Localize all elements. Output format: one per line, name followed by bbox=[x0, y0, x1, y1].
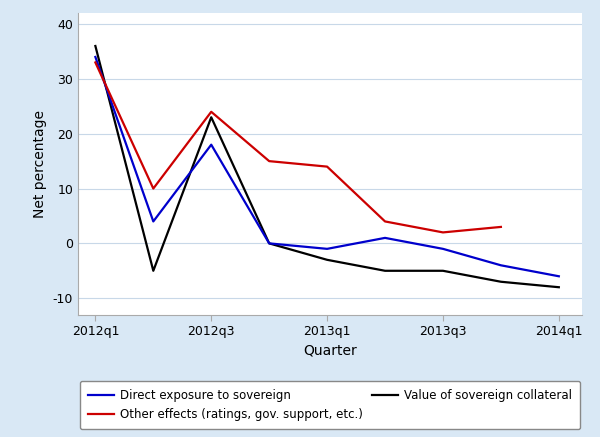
Value of sovereign collateral bbox=[497, 279, 505, 284]
Other effects (ratings, gov. support, etc.) bbox=[266, 159, 273, 164]
Line: Value of sovereign collateral: Value of sovereign collateral bbox=[95, 46, 559, 287]
Other effects (ratings, gov. support, etc.) bbox=[92, 60, 99, 65]
Value of sovereign collateral bbox=[150, 268, 157, 274]
Direct exposure to sovereign bbox=[323, 246, 331, 251]
X-axis label: Quarter: Quarter bbox=[303, 343, 357, 357]
Other effects (ratings, gov. support, etc.) bbox=[382, 219, 389, 224]
Other effects (ratings, gov. support, etc.) bbox=[323, 164, 331, 169]
Other effects (ratings, gov. support, etc.) bbox=[439, 230, 446, 235]
Direct exposure to sovereign bbox=[439, 246, 446, 251]
Line: Other effects (ratings, gov. support, etc.): Other effects (ratings, gov. support, et… bbox=[95, 62, 501, 232]
Legend: Direct exposure to sovereign, Other effects (ratings, gov. support, etc.), Value: Direct exposure to sovereign, Other effe… bbox=[80, 381, 580, 429]
Other effects (ratings, gov. support, etc.) bbox=[497, 224, 505, 229]
Value of sovereign collateral bbox=[208, 114, 215, 120]
Value of sovereign collateral bbox=[323, 257, 331, 263]
Direct exposure to sovereign bbox=[555, 274, 562, 279]
Direct exposure to sovereign bbox=[92, 54, 99, 59]
Direct exposure to sovereign bbox=[208, 142, 215, 147]
Other effects (ratings, gov. support, etc.) bbox=[150, 186, 157, 191]
Y-axis label: Net percentage: Net percentage bbox=[33, 110, 47, 218]
Direct exposure to sovereign bbox=[266, 241, 273, 246]
Direct exposure to sovereign bbox=[382, 235, 389, 240]
Value of sovereign collateral bbox=[555, 284, 562, 290]
Other effects (ratings, gov. support, etc.) bbox=[208, 109, 215, 114]
Line: Direct exposure to sovereign: Direct exposure to sovereign bbox=[95, 57, 559, 276]
Value of sovereign collateral bbox=[92, 43, 99, 49]
Direct exposure to sovereign bbox=[497, 263, 505, 268]
Value of sovereign collateral bbox=[266, 241, 273, 246]
Value of sovereign collateral bbox=[382, 268, 389, 274]
Direct exposure to sovereign bbox=[150, 219, 157, 224]
Value of sovereign collateral bbox=[439, 268, 446, 274]
